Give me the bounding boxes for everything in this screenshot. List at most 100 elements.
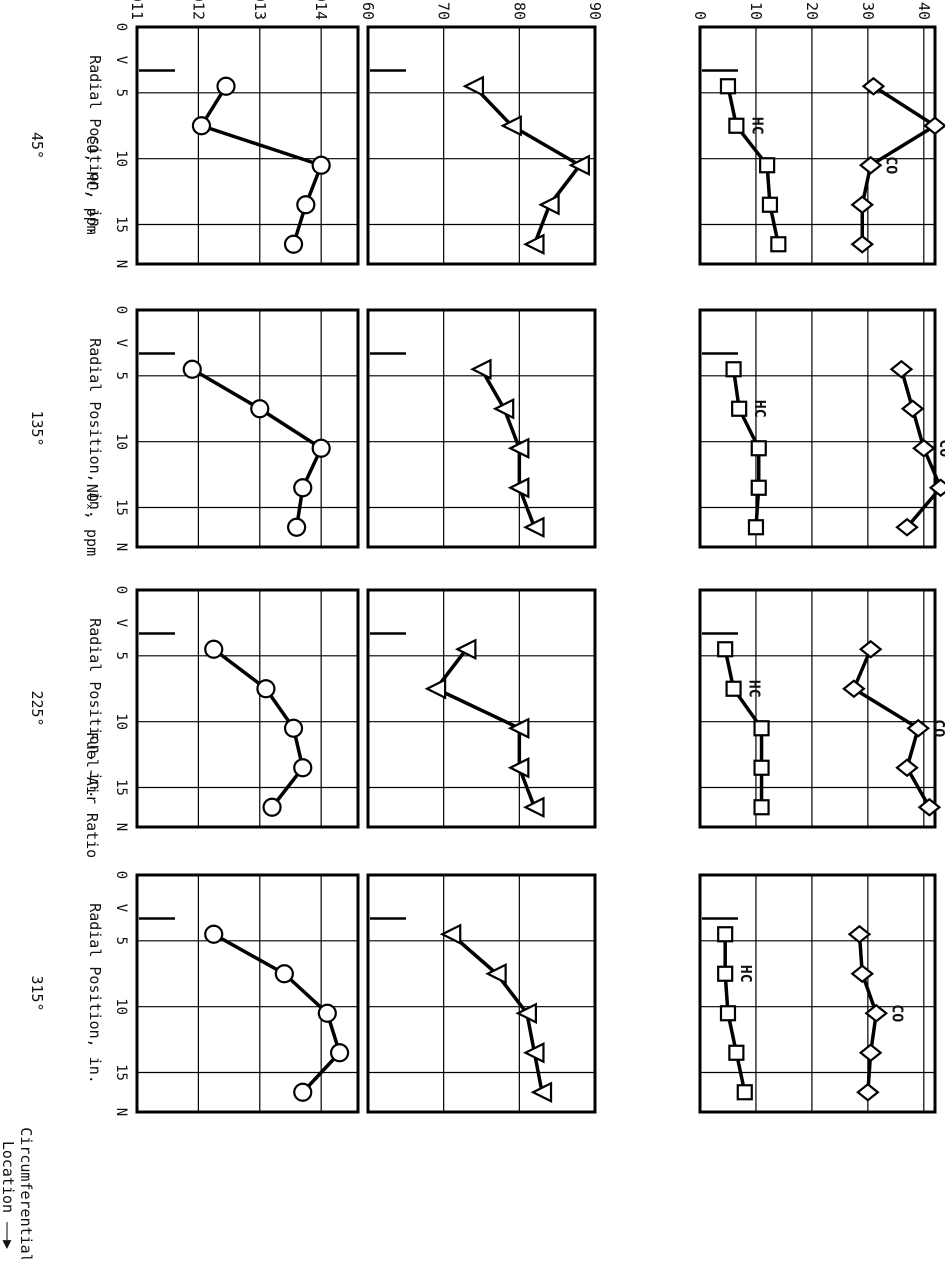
x-tick-label: 10 — [113, 713, 129, 730]
y-tick-label: 0.014 — [312, 0, 330, 20]
series-label-hc: HC — [746, 680, 764, 698]
data-point-circle — [329, 1043, 350, 1063]
series-line-data — [191, 367, 323, 528]
row-labels: CO, HC, ppm NOₓ, ppm Fuel-Air Ratio — [83, 135, 101, 858]
y-tick-label: 20 — [803, 2, 821, 20]
data-point-triangle — [523, 516, 545, 539]
x-tick-label: V — [113, 339, 129, 348]
data-point-square — [731, 400, 748, 417]
data-point-square — [759, 157, 776, 174]
series-line-data — [199, 85, 323, 245]
data-point-triangle — [454, 638, 477, 661]
data-point-circle — [262, 797, 282, 817]
data-point-triangle — [538, 193, 560, 216]
x-axis-label: Radial Position, in. — [86, 338, 104, 519]
y-tick-label: 0 — [691, 11, 709, 20]
data-point-diamond — [850, 964, 875, 984]
x-tick-label: 15 — [113, 216, 129, 233]
x-tick-label: 0 — [113, 306, 129, 314]
x-axis-label: Radial Position, in. — [86, 903, 104, 1084]
data-point-square — [717, 965, 734, 982]
data-point-diamond — [917, 797, 942, 817]
row-label-far: Fuel-Air Ratio — [83, 732, 101, 858]
circumferential-value: 135° — [28, 410, 46, 446]
panel-co-hc-45: 0 10 20 30 40 CO HC 0 V 5 10 15 N Radial Position, in… — [28, 2, 945, 268]
x-tick-label: N — [113, 260, 129, 268]
panel-co-hc-315: CO HC 0 V 5 10 15 N Radial Position, in. 315° — [28, 871, 937, 1116]
y-tick-label: 0.011 — [128, 0, 146, 20]
y-tick-label: 80 — [510, 2, 528, 20]
data-point-square — [728, 117, 745, 134]
data-point-square — [717, 641, 734, 658]
data-point-triangle — [523, 233, 545, 256]
data-point-diamond — [861, 76, 886, 96]
x-tick-label: 10 — [113, 150, 129, 167]
data-point-diamond — [912, 438, 936, 458]
panel-frame — [135, 25, 360, 266]
data-point-triangle — [507, 717, 530, 740]
data-point-triangle — [507, 476, 530, 499]
data-point-triangle — [523, 1041, 545, 1064]
x-tick-label: V — [113, 904, 129, 913]
data-point-triangle — [507, 437, 530, 460]
y-tick-label: 90 — [586, 2, 604, 20]
data-point-diamond — [856, 1082, 880, 1102]
data-point-triangle — [507, 756, 530, 779]
data-point-triangle — [492, 397, 515, 420]
y-tick-label: 0.013 — [251, 0, 269, 20]
x-tick-label: 10 — [113, 433, 129, 450]
data-point-triangle — [485, 962, 507, 985]
data-point-square — [717, 926, 734, 943]
circumferential-value: 225° — [28, 690, 46, 726]
data-point-square — [750, 479, 767, 496]
panel-frame — [135, 308, 360, 549]
data-point-circle — [250, 399, 270, 419]
series-label-co: CO — [888, 1004, 906, 1022]
panel-frame — [366, 25, 597, 266]
data-point-square — [753, 799, 770, 816]
data-point-triangle — [523, 796, 545, 819]
x-tick-label: V — [113, 619, 129, 628]
data-point-square — [725, 680, 742, 697]
y-tick-label: 70 — [435, 2, 453, 20]
data-point-diamond — [850, 195, 875, 215]
data-point-circle — [256, 679, 276, 699]
data-point-square — [753, 720, 770, 737]
x-tick-label: 0 — [113, 586, 129, 594]
data-point-circle — [204, 639, 224, 659]
data-point-diamond — [842, 679, 866, 699]
x-tick-label: N — [113, 823, 129, 831]
panel-frame — [698, 588, 937, 829]
data-point-diamond — [858, 155, 883, 175]
data-point-diamond — [864, 1003, 889, 1023]
panel-nox-225 — [366, 588, 597, 829]
panel-frame — [698, 25, 937, 266]
data-point-triangle — [470, 358, 492, 381]
data-point-circle — [216, 76, 236, 96]
series-label-co: CO — [936, 439, 945, 457]
x-tick-label: N — [113, 543, 129, 551]
x-tick-label: N — [113, 1108, 129, 1116]
data-point-diamond — [895, 517, 919, 537]
x-tick-label: 5 — [113, 89, 129, 97]
data-point-diamond — [858, 1043, 883, 1063]
data-point-square — [736, 1084, 753, 1101]
data-point-circle — [293, 478, 313, 498]
y-tick-label: 10 — [747, 2, 765, 20]
circ-label-line1: Circumferential — [17, 1127, 35, 1259]
data-point-diamond — [889, 359, 914, 379]
data-point-diamond — [923, 116, 945, 136]
x-tick-label: 0 — [113, 23, 129, 31]
panel-far-135 — [135, 308, 360, 549]
y-tick-label: 30 — [859, 2, 877, 20]
panel-nox-135 — [366, 308, 597, 549]
data-point-square — [750, 440, 767, 457]
series-label-co: CO — [930, 719, 945, 737]
data-point-circle — [283, 718, 304, 738]
data-point-circle — [293, 758, 313, 778]
data-point-circle — [182, 359, 202, 379]
data-point-triangle — [439, 923, 462, 946]
series-label-co: CO — [883, 156, 901, 174]
